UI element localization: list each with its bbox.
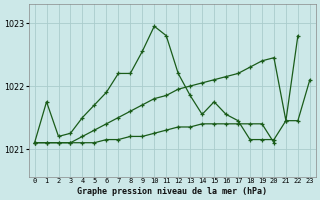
X-axis label: Graphe pression niveau de la mer (hPa): Graphe pression niveau de la mer (hPa) xyxy=(77,187,267,196)
